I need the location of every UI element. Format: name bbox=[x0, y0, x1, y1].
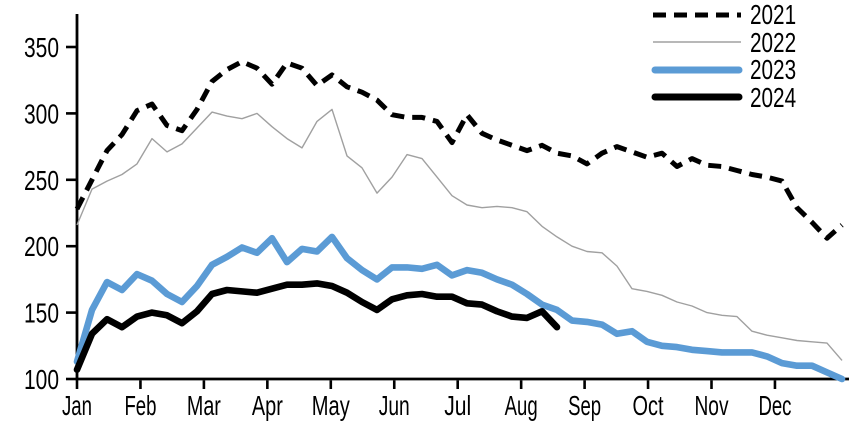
x-tick-label: Apr bbox=[252, 390, 283, 421]
y-tick-label: 150 bbox=[24, 298, 59, 329]
x-tick-label: Mar bbox=[187, 390, 221, 421]
x-tick-label: Jun bbox=[379, 390, 410, 421]
series-line-2024 bbox=[73, 280, 561, 374]
legend-item-2022: 2022 bbox=[650, 26, 812, 58]
series-line-2023 bbox=[73, 233, 846, 383]
legend-item-2024: 2024 bbox=[650, 81, 812, 113]
legend-label: 2023 bbox=[750, 54, 797, 86]
black-line-sample-icon bbox=[651, 93, 743, 101]
thin-line-sample-icon bbox=[653, 41, 741, 43]
x-tick-label: Sep bbox=[568, 390, 601, 421]
legend: 2021 2022 2023 2024 bbox=[650, 1, 812, 111]
x-tick-label: Jan bbox=[62, 390, 92, 421]
x-tick-label: Oct bbox=[633, 390, 664, 421]
x-tick-label: Aug bbox=[505, 390, 538, 421]
legend-label: 2022 bbox=[750, 26, 797, 58]
dashed-line-sample-icon bbox=[653, 12, 741, 18]
series-line-2022 bbox=[76, 108, 843, 361]
legend-item-2023: 2023 bbox=[650, 56, 812, 84]
y-tick-label: 200 bbox=[24, 231, 59, 262]
x-tick-label: Dec bbox=[758, 390, 791, 421]
y-tick-label: 300 bbox=[24, 98, 59, 129]
x-tick-label: Nov bbox=[695, 390, 729, 421]
x-tick-label: Feb bbox=[124, 390, 156, 421]
x-tick-label: Jul bbox=[444, 390, 471, 421]
series-line-2021 bbox=[74, 59, 844, 241]
x-tick-label: May bbox=[312, 390, 350, 421]
legend-label: 2021 bbox=[750, 0, 797, 31]
y-tick-label: 250 bbox=[24, 165, 59, 196]
legend-item-2021: 2021 bbox=[650, 1, 812, 29]
y-tick-label: 100 bbox=[24, 364, 59, 395]
legend-label: 2024 bbox=[750, 81, 797, 113]
y-tick-label: 350 bbox=[24, 32, 59, 63]
blue-line-sample-icon bbox=[651, 66, 743, 74]
